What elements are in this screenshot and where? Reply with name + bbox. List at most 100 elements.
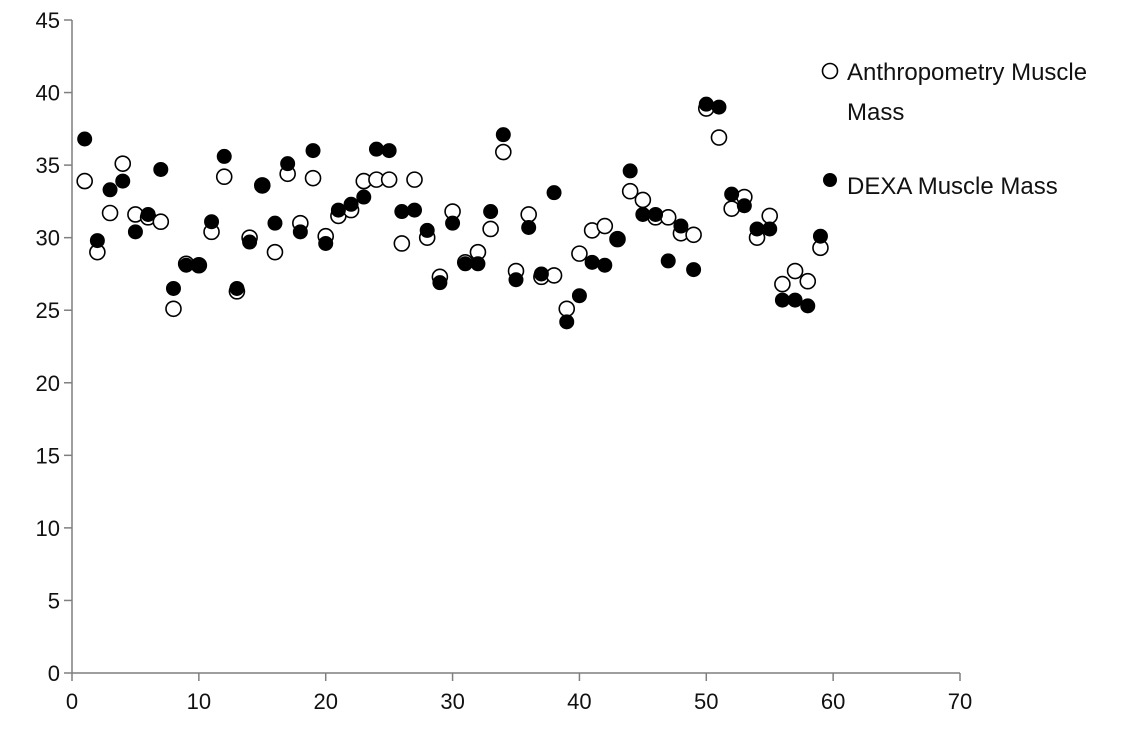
dexa-point (622, 163, 638, 179)
y-tick-label: 15 (36, 443, 60, 468)
dexa-point (153, 161, 169, 177)
anthropometry-point (634, 191, 652, 209)
anthropometry-point (621, 182, 639, 200)
x-tick-label: 20 (313, 689, 337, 714)
dexa-point (115, 173, 131, 189)
dexa-point (736, 198, 752, 214)
legend-label-dexa: DEXA Muscle Mass (847, 173, 1058, 200)
x-tick-label: 30 (440, 689, 464, 714)
dexa-point (407, 202, 423, 218)
anthropometry-point (495, 143, 512, 161)
dexa-point (635, 206, 651, 222)
dexa-point (648, 206, 664, 222)
dexa-point (508, 272, 524, 288)
dexa-point (787, 292, 803, 308)
y-tick-label: 45 (36, 8, 60, 33)
anthropometry-point (520, 206, 537, 223)
dexa-point (432, 275, 448, 291)
x-axis-ticks: 0 10 20 30 40 50 60 70 (66, 673, 972, 714)
anthropometry-point (114, 155, 132, 172)
anthropometry-point (685, 226, 702, 244)
anthropometry-point (558, 300, 576, 318)
anthropometry-point (659, 209, 677, 226)
anthropometry-point (304, 169, 322, 187)
anthropometry-point (545, 267, 563, 284)
x-tick-label: 70 (948, 689, 972, 714)
dexa-point (711, 99, 727, 115)
dexa-point (280, 156, 296, 172)
legend: Anthropometry Muscle Mass DEXA Muscle Ma… (821, 59, 1087, 200)
y-tick-label: 35 (36, 153, 60, 178)
dexa-point (127, 224, 143, 240)
y-tick-label: 5 (48, 588, 60, 613)
dexa-point (267, 215, 283, 231)
anthropometry-point (76, 172, 93, 190)
dexa-point (483, 204, 499, 220)
dexa-point (292, 224, 308, 240)
dexa-point (165, 280, 181, 296)
anthropometry-point (393, 235, 411, 252)
dexa-point (533, 266, 549, 282)
dexa-point (242, 234, 258, 250)
dexa-point (419, 222, 435, 238)
anthropometry-point (786, 262, 804, 280)
dexa-point (686, 262, 702, 278)
y-tick-label: 0 (48, 661, 60, 686)
anthropometry-point (165, 300, 182, 318)
dexa-point (584, 254, 600, 270)
anthropometry-point (482, 220, 499, 238)
anthropometry-point (266, 243, 284, 261)
dexa-point (495, 127, 511, 143)
dexa-point (546, 185, 562, 201)
dexa-point (254, 177, 270, 193)
legend-label-anthropometry-line1: Anthropometry Muscle (847, 59, 1087, 86)
dexa-point (609, 231, 625, 247)
anthropometry-point (774, 275, 791, 293)
anthropometry-point (380, 171, 398, 188)
dexa-point (571, 288, 587, 304)
y-tick-label: 40 (36, 81, 60, 106)
dexa-point (521, 220, 537, 236)
y-axis-ticks: 0 5 10 15 20 25 30 35 40 45 (36, 8, 72, 686)
x-tick-label: 40 (567, 689, 591, 714)
x-tick-label: 10 (187, 689, 211, 714)
anthropometry-point (215, 168, 233, 186)
dexa-point (204, 214, 220, 230)
dexa-point (140, 206, 156, 222)
dexa-point (89, 233, 105, 249)
dexa-point (330, 202, 346, 218)
legend-label-anthropometry-line2: Mass (847, 99, 904, 126)
dexa-point (749, 221, 765, 237)
dexa-point (812, 228, 828, 244)
dexa-point (318, 235, 334, 251)
dexa-point (660, 253, 676, 269)
dexa-point (356, 189, 372, 205)
anthropometry-point (761, 207, 779, 225)
y-tick-label: 30 (36, 226, 60, 251)
y-tick-label: 25 (36, 298, 60, 323)
dexa-point (800, 298, 816, 314)
dexa-point (77, 131, 93, 147)
data-points (76, 96, 829, 330)
legend-marker-dexa (823, 173, 837, 187)
dexa-point (724, 186, 740, 202)
anthropometry-point (596, 217, 614, 235)
dexa-point (470, 256, 486, 272)
y-tick-label: 10 (36, 516, 60, 541)
dexa-point (305, 143, 321, 159)
legend-marker-anthropometry (821, 62, 839, 80)
x-tick-label: 0 (66, 689, 78, 714)
dexa-point (673, 218, 689, 234)
dexa-point (698, 96, 714, 112)
dexa-point (229, 280, 245, 296)
anthropometry-point (723, 200, 740, 217)
dexa-point (102, 182, 118, 198)
dexa-point (394, 204, 410, 220)
dexa-point (774, 292, 790, 308)
dexa-point (368, 141, 384, 157)
anthropometry-point (101, 204, 119, 222)
dexa-point (381, 143, 397, 159)
dexa-point (559, 314, 575, 330)
x-tick-label: 60 (821, 689, 845, 714)
